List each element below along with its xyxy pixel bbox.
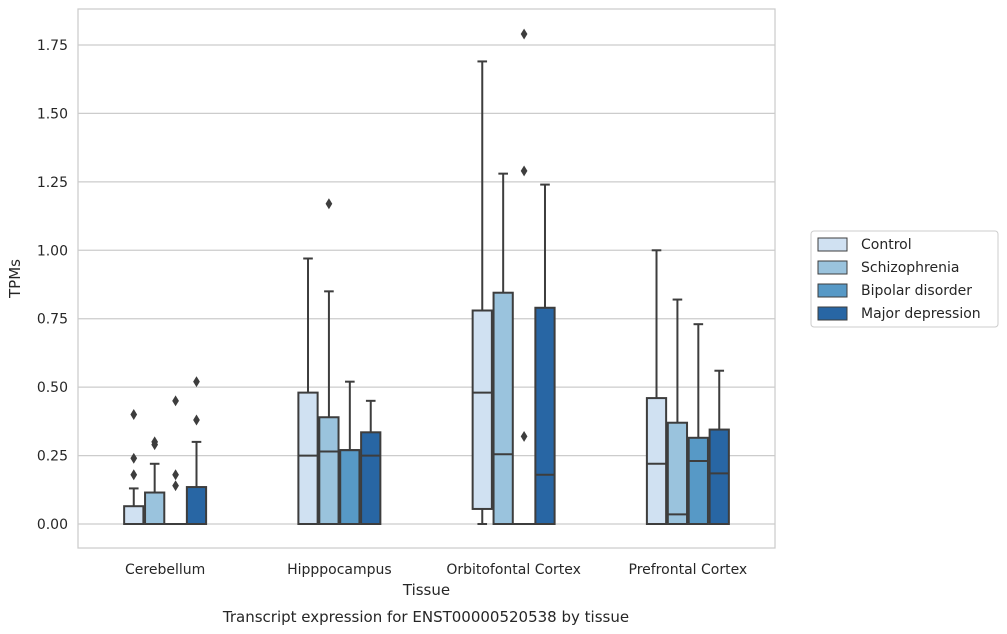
chart-caption: Transcript expression for ENST0000052053…	[222, 608, 629, 626]
y-tick-labels: 0.00 0.25 0.50 0.75 1.00 1.25 1.50 1.75	[37, 38, 68, 533]
outlier-point	[520, 165, 528, 177]
box-1-0	[297, 257, 319, 526]
box-2-2	[513, 28, 535, 526]
legend-swatch	[817, 306, 848, 321]
y-tick-label: 0.00	[37, 517, 68, 533]
legend-swatch	[817, 283, 848, 298]
x-axis-label: Tissue	[402, 581, 450, 599]
box-iqr	[471, 309, 493, 510]
outlier-point	[325, 198, 333, 210]
plot-frame	[77, 8, 776, 549]
box-2-1	[492, 172, 514, 525]
outlier-point	[172, 469, 179, 481]
legend-label: Bipolar disorder	[861, 283, 972, 299]
box-1-2	[339, 380, 361, 525]
box-iqr	[666, 421, 689, 525]
y-tick-label: 1.50	[37, 106, 68, 122]
box-iqr	[687, 436, 709, 525]
box-3-1	[666, 298, 689, 525]
box-iqr	[318, 416, 340, 526]
outlier-point	[193, 414, 200, 426]
outlier-point	[520, 430, 528, 442]
outlier-point	[172, 480, 179, 492]
legend-frame	[810, 230, 999, 328]
y-tick-label: 1.75	[37, 38, 68, 54]
box-iqr	[297, 391, 319, 526]
y-tick-label: 1.00	[37, 243, 68, 259]
box-0-2	[164, 395, 187, 526]
legend-swatch	[817, 237, 848, 252]
y-axis-label: TPMs	[6, 259, 24, 299]
x-tick-label: Cerebellum	[125, 562, 205, 578]
box-1-3	[360, 399, 382, 526]
box-iqr	[534, 306, 556, 525]
box-1-1	[318, 198, 340, 526]
x-tick-label: Hipppocampus	[287, 562, 392, 578]
box-3-3	[708, 369, 730, 525]
box-2-3	[534, 183, 556, 525]
x-tick-label: Orbitofontal Cortex	[446, 562, 581, 578]
y-tick-label: 0.50	[37, 380, 68, 396]
legend-swatch	[817, 260, 848, 275]
box-iqr	[185, 486, 208, 526]
box-0-1	[144, 436, 166, 525]
box-3-0	[645, 249, 668, 525]
y-tick-label: 1.25	[37, 175, 68, 191]
box-iqr	[339, 449, 361, 525]
outlier-point	[193, 376, 200, 388]
legend-label: Schizophrenia	[861, 260, 959, 276]
box-0-0	[123, 409, 145, 525]
outlier-point	[172, 395, 179, 407]
outlier-point	[130, 452, 138, 464]
x-tick-labels: Cerebellum Hipppocampus Orbitofontal Corte…	[125, 562, 747, 578]
box-iqr	[492, 291, 514, 525]
legend-label: Control	[861, 237, 912, 253]
x-tick-label: Prefrontal Cortex	[629, 562, 748, 578]
box-0-3	[185, 376, 208, 526]
boxes	[123, 28, 730, 526]
box-iqr	[708, 428, 730, 525]
box-iqr	[123, 505, 145, 525]
legend-label: Major depression	[861, 306, 981, 322]
y-tick-label: 0.75	[37, 312, 68, 328]
outlier-point	[151, 436, 159, 448]
box-iqr	[360, 431, 382, 526]
box-2-0	[471, 60, 493, 525]
legend: Control Schizophrenia Bipolar disorder Majo…	[810, 230, 999, 328]
box-3-2	[687, 323, 709, 525]
box-iqr	[144, 491, 166, 525]
box-iqr	[645, 397, 668, 525]
y-tick-label: 0.25	[37, 449, 68, 465]
outlier-point	[130, 409, 138, 420]
outlier-point	[520, 28, 528, 40]
outlier-point	[130, 469, 138, 481]
